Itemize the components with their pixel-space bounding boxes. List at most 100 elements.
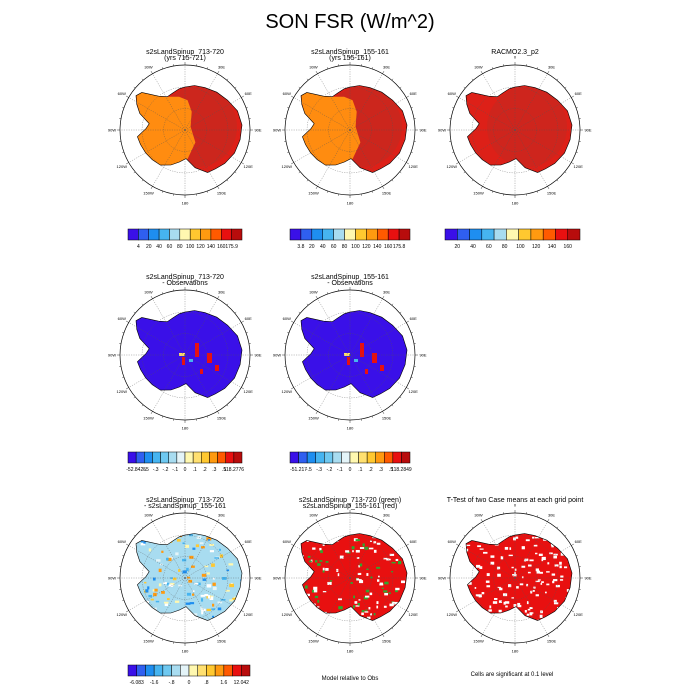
colorbar-swatch (377, 228, 389, 241)
lon-label-0: 0 (514, 55, 517, 60)
lon-label-120W: 120W (282, 612, 293, 617)
colorbar-swatch (530, 228, 544, 241)
longitude-labels: 0 30E 60E 90E 120E 150E 180 150W 120W 90W 60W 30W (273, 55, 427, 206)
colorbar-swatch (225, 451, 235, 464)
lon-label-90W: 90W (108, 353, 116, 358)
lon-label-180: 180 (182, 426, 189, 431)
lon-label-60E: 60E (245, 539, 252, 544)
colorbar-label: 100 (351, 244, 360, 250)
colorbar-label: 12.042 (234, 680, 250, 686)
colorbar-label: 80 (177, 244, 183, 250)
lon-label-0: 0 (184, 280, 187, 285)
colorbar-cb7: -6.083 -1.6 -.8 0 .8 1.6 12.042 (127, 664, 251, 686)
colorbar-label: .2 (202, 467, 206, 473)
colorbar-swatch (223, 664, 233, 677)
colorbar-label: .5 (389, 467, 393, 473)
lon-label-30E: 30E (383, 512, 390, 517)
lon-label-150W: 150W (308, 416, 319, 421)
colorbar-swatch (366, 228, 378, 241)
lon-label-90E: 90E (254, 353, 261, 358)
colorbar-label: 120 (196, 244, 205, 250)
colorbar-label: -.8 (169, 680, 175, 686)
colorbar-swatch (162, 664, 172, 677)
lon-label-150E: 150E (382, 416, 392, 421)
colorbar-label: -.2 (327, 467, 333, 473)
colorbar-swatch (298, 451, 308, 464)
panel-subtitle: - Observations (162, 280, 208, 287)
lon-label-120W: 120W (447, 164, 458, 169)
colorbar-swatch (217, 451, 226, 464)
colorbar-label: -.5 (306, 467, 312, 473)
colorbar-label: 60 (486, 244, 492, 250)
panel-title: s2sLandSpinup_155-161 (311, 274, 389, 281)
colorbar-label: -.2 (163, 467, 169, 473)
colorbar-swatch (200, 228, 212, 241)
colorbar-swatch (555, 228, 568, 241)
lon-label-180: 180 (347, 201, 354, 206)
colorbar-swatch (444, 228, 458, 241)
colorbar-swatch (233, 451, 243, 464)
colorbar-swatch (160, 451, 169, 464)
colorbar-swatch (315, 451, 325, 464)
coastline (465, 85, 573, 173)
panel-title: s2sLandSpinup_155-161 (311, 49, 389, 56)
lon-label-150W: 150W (143, 191, 154, 196)
lon-label-150E: 150E (547, 639, 557, 644)
land-field (301, 85, 407, 173)
colorbar-swatch (506, 228, 519, 241)
colorbar-swatch (221, 228, 232, 241)
colorbar-swatch (148, 228, 160, 241)
longitude-labels: 0 30E 60E 90E 120E 150E 180 150W 120W 90W 60W 30W (273, 280, 427, 431)
colorbar-label: 40 (470, 244, 476, 250)
lon-label-90W: 90W (273, 128, 281, 133)
colorbar-swatch (197, 664, 207, 677)
colorbar-swatch (188, 664, 198, 677)
colorbar-label: 118.2849 (391, 467, 412, 473)
lon-label-30W: 30W (309, 64, 317, 69)
lon-label-90W: 90W (108, 128, 116, 133)
longitude-labels: 0 30E 60E 90E 120E 150E 180 150W 120W 90W 60W 30W (273, 503, 427, 654)
colorbar-swatch (375, 451, 385, 464)
colorbar-label: 0 (349, 467, 352, 473)
graticule (120, 290, 250, 420)
colorbar-swatch (542, 228, 556, 241)
longitude-labels: 0 30E 60E 90E 120E 150E 180 150W 120W 90W 60W 30W (438, 503, 592, 654)
colorbar-label: -.3 (316, 467, 322, 473)
lon-label-150W: 150W (308, 639, 319, 644)
colorbar-swatch (232, 664, 242, 677)
colorbar-swatch (152, 451, 161, 464)
lon-label-90E: 90E (254, 576, 261, 581)
page-title: SON FSR (W/m^2) (265, 11, 434, 33)
colorbar-label: 160 (217, 244, 226, 250)
longitude-labels: 0 30E 60E 90E 120E 150E 180 150W 120W 90W 60W 30W (108, 503, 262, 654)
panel-subtitle: - Observations (327, 280, 373, 287)
panel-title: s2sLandSpinup_713-720 (green) (299, 497, 401, 504)
lon-label-90E: 90E (419, 353, 426, 358)
lon-label-0: 0 (514, 503, 517, 508)
lon-label-150E: 150E (547, 191, 557, 196)
colorbar-swatch (135, 451, 145, 464)
colorbar-label: .3 (212, 467, 216, 473)
panel-title: RACMO2.3_p2 (491, 49, 539, 56)
colorbar-swatch (138, 228, 149, 241)
colorbar-swatch (289, 451, 299, 464)
colorbar-swatch (398, 228, 411, 241)
colorbar-swatch (493, 228, 507, 241)
colorbar-label: -.1 (172, 467, 178, 473)
lon-label-150W: 150W (473, 191, 484, 196)
colorbar-label: -.5 (143, 467, 149, 473)
graticule (120, 513, 250, 643)
lon-label-60E: 60E (410, 316, 417, 321)
map-panel-p8: s2sLandSpinup_713-720 (green)s2sLandSpin… (273, 497, 427, 654)
panel-subtitle: (yrs 155-161) (329, 55, 371, 62)
lon-label-60E: 60E (245, 316, 252, 321)
colorbars-layer: 4 20 40 60 80 100 120 140 160 175.9 3.8 20 40 60 80 100… (126, 228, 581, 686)
colorbar-swatch (358, 451, 368, 464)
lon-label-120W: 120W (117, 612, 128, 617)
lon-label-30W: 30W (144, 289, 152, 294)
colorbar-swatch (324, 451, 334, 464)
colorbar-swatch (306, 451, 316, 464)
